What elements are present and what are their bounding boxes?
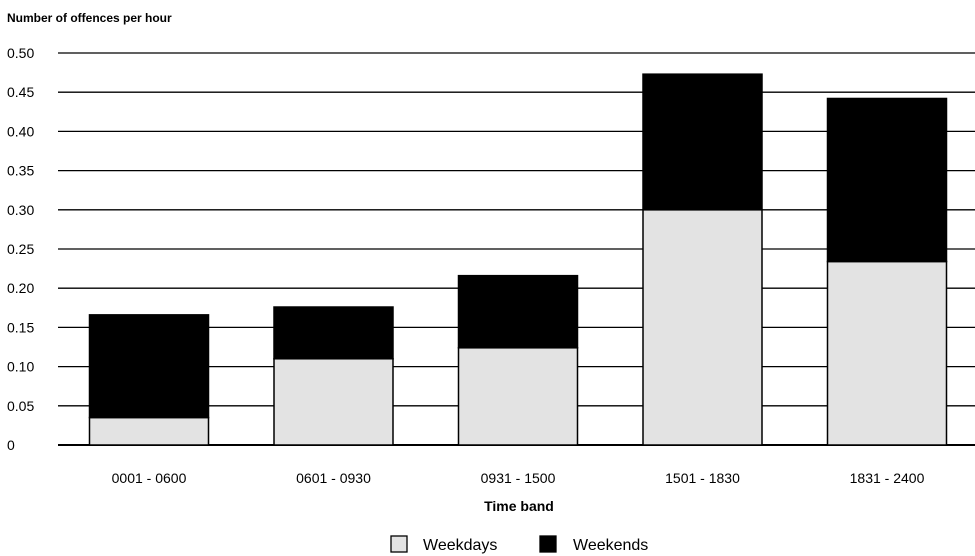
y-tick-label: 0.10 bbox=[7, 359, 34, 375]
y-tick-label: 0.20 bbox=[7, 280, 34, 296]
bar-weekdays bbox=[88, 416, 210, 446]
x-tick-label: 0601 - 0930 bbox=[296, 470, 371, 486]
bar-weekends bbox=[642, 73, 763, 211]
bar-weekdays bbox=[273, 358, 394, 446]
legend: Weekdays Weekends bbox=[390, 535, 648, 554]
legend-label-weekends: Weekends bbox=[573, 537, 648, 554]
y-tick-label: 0.50 bbox=[7, 45, 34, 61]
y-tick-label: 0.25 bbox=[7, 241, 34, 257]
y-axis-ticks: 0 0.05 0.10 0.15 0.20 0.25 0.30 0.35 0.40 0.45 0.5… bbox=[7, 45, 34, 453]
y-tick-label: 0.30 bbox=[7, 202, 34, 218]
bar-weekends bbox=[826, 97, 948, 263]
bar-weekdays bbox=[457, 347, 579, 446]
bars bbox=[88, 73, 948, 446]
x-tick-label: 1831 - 2400 bbox=[850, 470, 925, 486]
y-tick-label: 0 bbox=[7, 437, 15, 453]
y-tick-label: 0.05 bbox=[7, 398, 34, 414]
legend-swatch-weekends bbox=[539, 535, 557, 553]
x-axis-ticks: 0001 - 0600 0601 - 0930 0931 - 1500 1501 - … bbox=[112, 470, 925, 486]
bar-weekdays bbox=[826, 260, 948, 446]
x-tick-label: 1501 - 1830 bbox=[665, 470, 740, 486]
bar-weekends bbox=[88, 314, 210, 419]
x-tick-label: 0001 - 0600 bbox=[112, 470, 187, 486]
bar-weekends bbox=[273, 306, 394, 360]
bar-weekdays bbox=[642, 209, 763, 446]
y-tick-label: 0.45 bbox=[7, 84, 34, 100]
legend-label-weekdays: Weekdays bbox=[423, 537, 497, 554]
x-tick-label: 0931 - 1500 bbox=[481, 470, 556, 486]
y-tick-label: 0.40 bbox=[7, 123, 34, 139]
legend-swatch-weekdays bbox=[390, 535, 408, 553]
bar-weekends bbox=[457, 274, 579, 349]
y-tick-label: 0.15 bbox=[7, 319, 34, 335]
x-axis-label: Time band bbox=[484, 498, 554, 514]
y-tick-label: 0.35 bbox=[7, 163, 34, 179]
y-axis-label: Number of offences per hour bbox=[7, 11, 172, 25]
